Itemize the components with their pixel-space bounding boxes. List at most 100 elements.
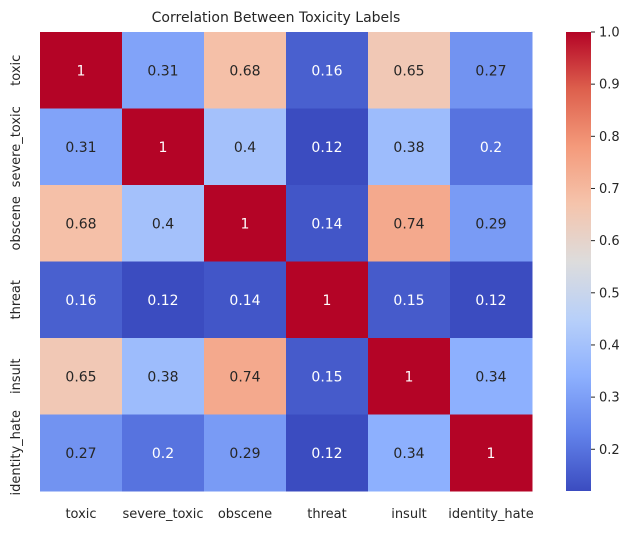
cell-annotation: 0.38 — [147, 369, 178, 385]
heatmap-cell — [122, 338, 205, 415]
cell-annotation: 0.14 — [229, 293, 260, 309]
cell-annotation: 0.31 — [65, 140, 96, 156]
heatmap-cell — [40, 338, 123, 415]
colorbar-tick-label: 0.2 — [599, 443, 620, 458]
cell-annotation: 0.12 — [311, 446, 342, 462]
heatmap-cell — [368, 261, 451, 339]
heatmap-cell — [204, 414, 287, 492]
cell-annotation: 0.12 — [147, 293, 178, 309]
cell-annotation: 0.34 — [475, 369, 506, 385]
heatmap-cell — [368, 338, 451, 415]
heatmap-cell — [286, 32, 369, 109]
heatmap-cell — [368, 108, 451, 186]
heatmap-cell — [204, 32, 287, 109]
cell-annotations: 1 0.31 0.68 0.16 0.65 0.27 0.31 1 0.4 0.12 0.38 0.2… — [65, 63, 506, 462]
y-tick-label: identity_hate — [9, 410, 24, 495]
heatmap-cell — [204, 108, 287, 186]
cell-annotation: 0.16 — [311, 63, 342, 79]
cell-annotation: 0.14 — [311, 216, 342, 232]
cell-annotation: 0.74 — [393, 216, 424, 232]
chart-title: Correlation Between Toxicity Labels — [152, 10, 401, 26]
heatmap-cell — [368, 32, 451, 109]
heatmap-cell — [204, 261, 287, 339]
colorbar-tick-label: 0.6 — [599, 234, 620, 249]
colorbar-tick-label: 0.8 — [599, 130, 620, 145]
heatmap-cell — [122, 185, 205, 262]
heatmap-cell — [204, 338, 287, 415]
cell-annotation: 0.12 — [475, 293, 506, 309]
y-tick-label: insult — [9, 358, 24, 394]
cell-annotation: 0.29 — [229, 446, 260, 462]
heatmap-cell — [286, 338, 369, 415]
cell-annotation: 0.74 — [229, 369, 260, 385]
cell-annotation: 1 — [323, 293, 332, 309]
cell-annotation: 0.31 — [147, 63, 178, 79]
cell-annotation: 0.12 — [311, 140, 342, 156]
cell-annotation: 0.27 — [475, 63, 506, 79]
x-tick-label: threat — [307, 507, 346, 522]
heatmap-cell — [450, 338, 533, 415]
colorbar-tick-label: 1.0 — [599, 26, 620, 41]
colorbar-tick-label: 0.5 — [599, 286, 620, 301]
heatmap-cell — [286, 108, 369, 186]
cell-annotation: 0.29 — [475, 216, 506, 232]
y-tick-label: toxic — [9, 55, 24, 86]
heatmap-cell — [450, 185, 533, 262]
heatmap-cell — [450, 108, 533, 186]
heatmap-cell — [122, 32, 205, 109]
heatmap-cell — [40, 185, 123, 262]
heatmap-cells — [40, 32, 533, 492]
heatmap-cell — [122, 414, 205, 492]
heatmap-cell — [40, 32, 123, 109]
y-tick-label: obscene — [9, 196, 24, 250]
cell-annotation: 0.15 — [311, 369, 342, 385]
cell-annotation: 1 — [159, 140, 168, 156]
colorbar-tick-label: 0.7 — [599, 182, 620, 197]
heatmap-cell — [450, 32, 533, 109]
cell-annotation: 0.15 — [393, 293, 424, 309]
cell-annotation: 0.16 — [65, 293, 96, 309]
colorbar-tick-label: 0.4 — [599, 338, 620, 353]
y-tick-label: severe_toxic — [9, 106, 24, 187]
heatmap-cell — [368, 185, 451, 262]
cell-annotation: 0.27 — [65, 446, 96, 462]
cell-annotation: 0.2 — [152, 446, 174, 462]
cell-annotation: 0.68 — [65, 216, 96, 232]
cell-annotation: 0.65 — [393, 63, 424, 79]
heatmap-cell — [286, 414, 369, 492]
heatmap-cell — [40, 108, 123, 186]
y-tick-label: threat — [9, 280, 24, 319]
colorbar — [566, 32, 591, 491]
cell-annotation: 0.4 — [234, 140, 256, 156]
heatmap-cell — [122, 108, 205, 186]
cell-annotation: 0.65 — [65, 369, 96, 385]
colorbar-ticks: 0.2 0.3 0.4 0.5 0.6 0.7 0.8 0.9 1.0 — [591, 26, 620, 458]
x-tick-label: severe_toxic — [122, 507, 203, 522]
heatmap-cell — [450, 261, 533, 339]
cell-annotation: 1 — [77, 63, 86, 79]
colorbar-tick-label: 0.9 — [599, 78, 620, 93]
cell-annotation: 0.2 — [480, 140, 502, 156]
cell-annotation: 1 — [241, 216, 250, 232]
x-tick-labels: toxic severe_toxic obscene threat insult iden… — [65, 507, 533, 522]
heatmap-cell — [286, 261, 369, 339]
heatmap-cell — [40, 261, 123, 339]
x-tick-label: toxic — [65, 507, 96, 522]
heatmap-cell — [286, 185, 369, 262]
cell-annotation: 0.4 — [152, 216, 174, 232]
cell-annotation: 0.34 — [393, 446, 424, 462]
cell-annotation: 1 — [487, 446, 496, 462]
heatmap-cell — [122, 261, 205, 339]
heatmap-cell — [450, 414, 533, 492]
heatmap-cell — [204, 185, 287, 262]
cell-annotation: 0.68 — [229, 63, 260, 79]
x-tick-label: insult — [391, 507, 427, 522]
cell-annotation: 1 — [405, 369, 414, 385]
x-tick-label: obscene — [218, 507, 272, 522]
heatmap-cell — [40, 414, 123, 492]
cell-annotation: 0.38 — [393, 140, 424, 156]
colorbar-tick-label: 0.3 — [599, 391, 620, 406]
